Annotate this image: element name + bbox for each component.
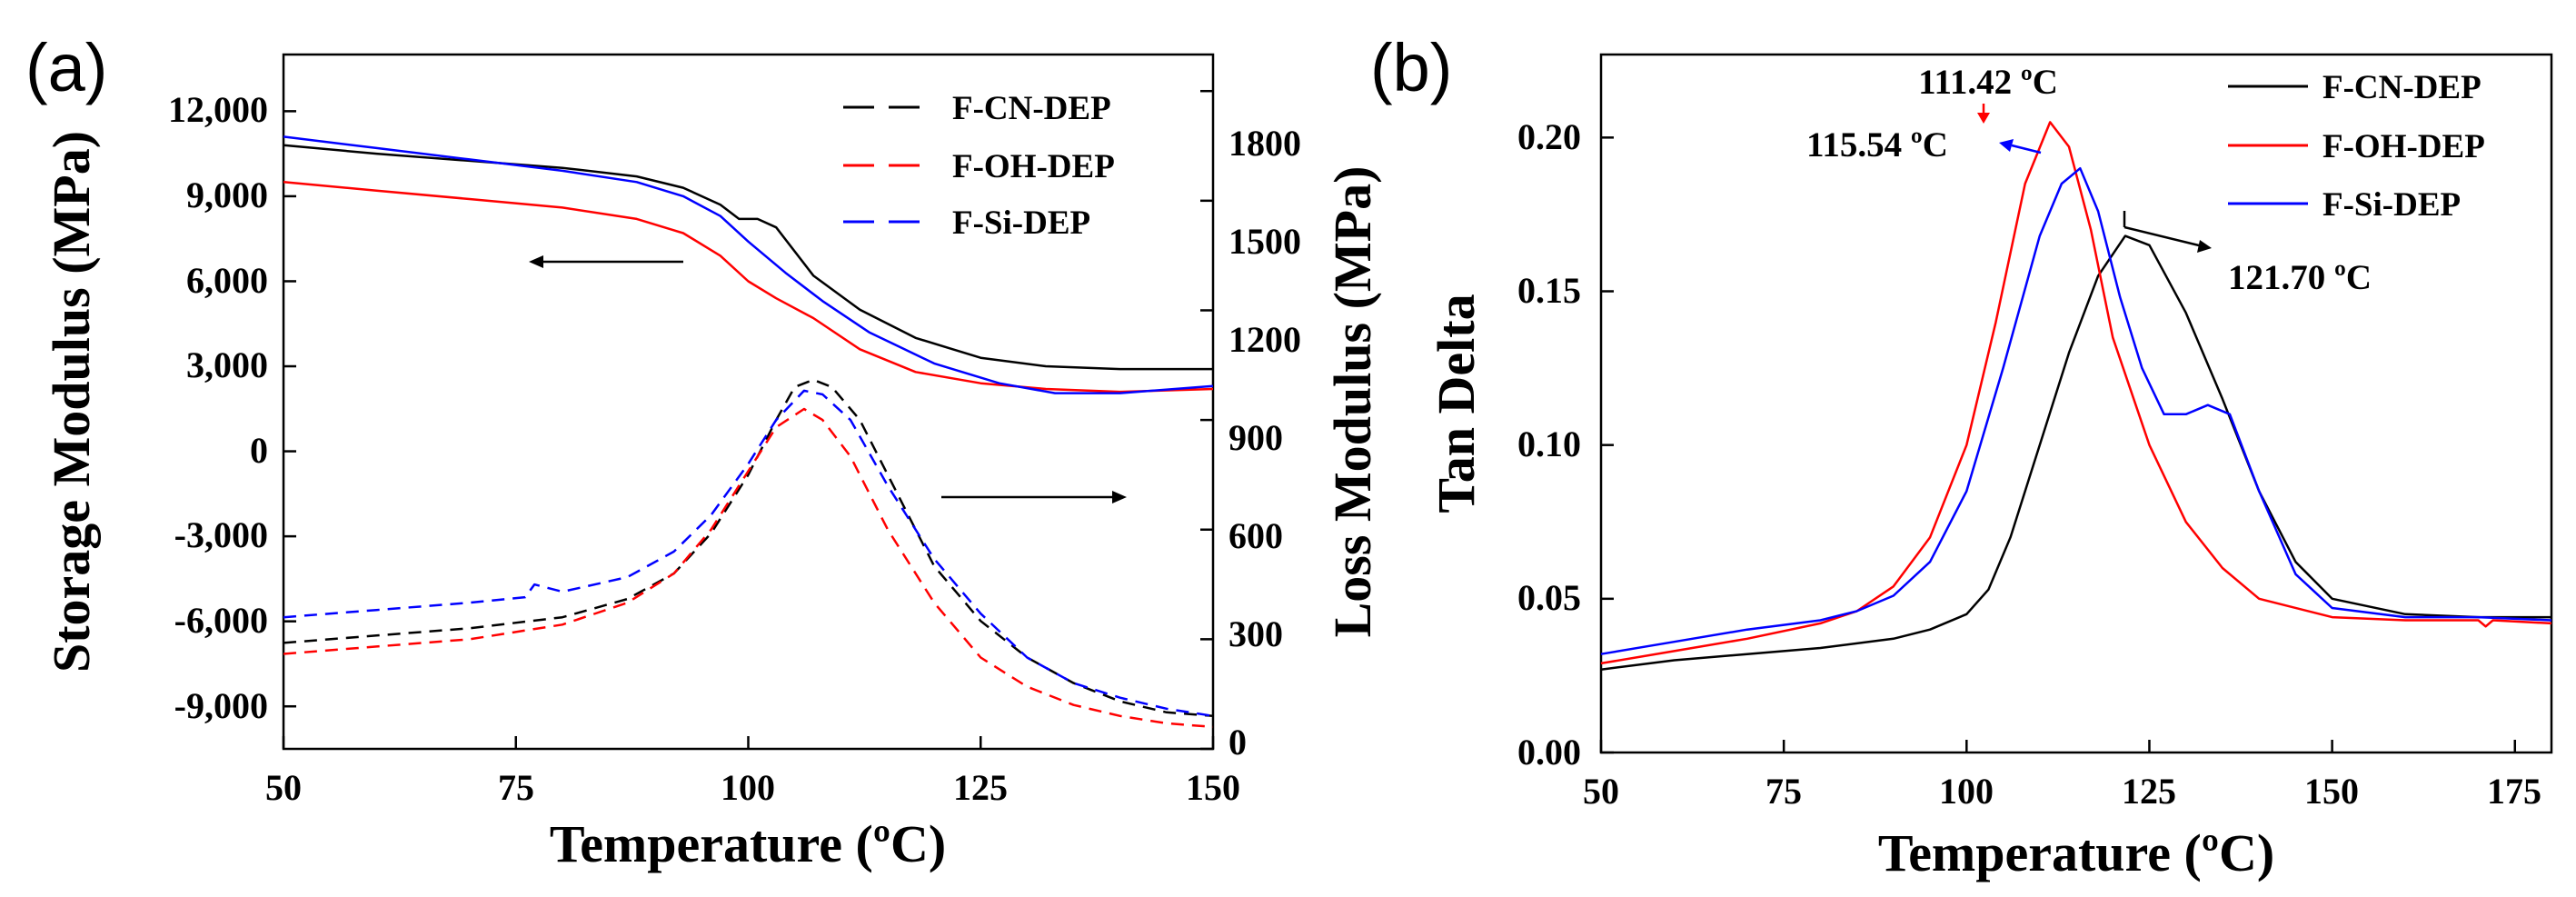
svg-text:F-CN-DEP: F-CN-DEP <box>952 90 1111 127</box>
peak-annotation-si: 115.54 ºC <box>1806 125 1948 164</box>
panel-a-ticks <box>282 89 1215 751</box>
panel-b-series-line-f-si-dep <box>1600 166 2552 655</box>
panel-b-legend-item: F-CN-DEP <box>2228 69 2482 106</box>
panel-b-xtick-label: 150 <box>2304 771 2359 812</box>
panel-a-ytick-label: -6,000 <box>174 600 268 641</box>
panel-a-legend-item: F-OH-DEP <box>843 148 1115 185</box>
panel-b-xlabel: Temperature (ºC) <box>1878 823 2274 882</box>
panel-b-legend: F-CN-DEP F-OH-DEP F-Si-DEP <box>2228 69 2485 224</box>
panel-a-y2tick-label: 900 <box>1228 417 1283 458</box>
panel-a-ylabel: Storage Modulus (MPa) <box>42 131 101 673</box>
peak-annotation-oh: 111.42 ºC <box>1918 63 2058 102</box>
panel-a-series-line-f-si-dep-storage <box>283 135 1214 394</box>
panel-a-ytick-label: 3,000 <box>186 344 268 385</box>
panel-a-series-line-f-oh-dep-loss <box>283 407 1214 729</box>
panel-a-ytick-label: 12,000 <box>168 89 268 130</box>
peak-arrow-si <box>1999 139 2042 154</box>
panel-b-legend-item: F-OH-DEP <box>2228 128 2485 165</box>
panel-a-y2tick-label: 300 <box>1228 613 1283 654</box>
panel-a-ytick-label: -3,000 <box>174 514 268 555</box>
svg-text:F-OH-DEP: F-OH-DEP <box>952 148 1115 185</box>
panel-a-y2tick-label: 0 <box>1228 722 1247 762</box>
panel-b-series <box>1600 121 2552 671</box>
panel-b-ytick-label: 0.05 <box>1517 577 1581 618</box>
panel-a-y2label: Loss Modulus (MPa) <box>1323 166 1382 638</box>
panel-a-series-line-f-cn-dep-loss <box>283 378 1214 718</box>
panel-a-ytick-label: 0 <box>250 430 268 471</box>
panel-a-ytick-label: 6,000 <box>186 260 268 301</box>
panel-a-series-line-f-si-dep-loss <box>283 389 1214 718</box>
peak-arrow-oh <box>1977 104 1990 124</box>
panel-b-xtick-label: 100 <box>1939 771 1994 812</box>
panel-a-xtick-label: 150 <box>1186 767 1240 808</box>
panel-b-xtick-label: 125 <box>2122 771 2176 812</box>
panel-a-xtick-label: 125 <box>953 767 1008 808</box>
panel-a-label: (a) <box>25 30 107 105</box>
panel-b-ytick-label: 0.00 <box>1517 732 1581 772</box>
panel-b: (b) 0.00 0.05 0.10 0.15 0.20 50 75 100 1… <box>1370 30 2553 882</box>
peak-arrow-cn <box>2123 211 2212 253</box>
panel-a-legend-item: F-CN-DEP <box>843 90 1111 127</box>
panel-b-ytick-label: 0.10 <box>1517 424 1581 464</box>
panel-b-xtick-label: 175 <box>2487 771 2541 812</box>
panel-b-ylabel: Tan Delta <box>1427 294 1486 513</box>
panel-a-y2tick-label: 600 <box>1228 515 1283 556</box>
panel-b-xtick-label: 75 <box>1765 771 1802 812</box>
panel-a-legend: F-CN-DEP F-OH-DEP F-Si-DEP <box>843 90 1115 242</box>
panel-a-xtick-label: 100 <box>721 767 775 808</box>
panel-a-xlabel: Temperature (ºC) <box>550 814 946 873</box>
panel-a-y2tick-label: 1200 <box>1228 319 1301 360</box>
panel-a-y2tick-label: 1500 <box>1228 221 1301 262</box>
panel-a-series <box>283 135 1214 729</box>
panel-a-legend-item: F-Si-DEP <box>843 204 1090 242</box>
svg-text:F-Si-DEP: F-Si-DEP <box>952 204 1090 242</box>
panel-b-xtick-label: 50 <box>1583 771 1619 812</box>
panel-b-plot-frame <box>1599 53 2553 754</box>
svg-text:F-CN-DEP: F-CN-DEP <box>2322 69 2482 106</box>
panel-b-label: (b) <box>1370 30 1452 105</box>
panel-a: (a) 12,000 9,000 6,000 3,000 0 -3,000 -6… <box>25 30 1382 873</box>
panel-a-ytick-label: -9,000 <box>174 685 268 726</box>
svg-text:F-OH-DEP: F-OH-DEP <box>2322 128 2485 165</box>
panel-b-ytick-label: 0.15 <box>1517 270 1581 311</box>
panel-a-xtick-label: 75 <box>498 767 534 808</box>
panel-b-series-line-f-cn-dep <box>1600 234 2551 671</box>
panel-a-right-axis-arrow <box>941 491 1127 503</box>
panel-b-ytick-label: 0.20 <box>1517 116 1581 157</box>
panel-b-ticks <box>1599 136 2517 754</box>
panel-a-y2tick-label: 1800 <box>1228 123 1301 164</box>
panel-b-legend-item: F-Si-DEP <box>2228 186 2461 224</box>
svg-text:F-Si-DEP: F-Si-DEP <box>2322 186 2461 224</box>
panel-a-left-axis-arrow <box>529 255 683 268</box>
panel-a-series-line-f-cn-dep-storage <box>283 144 1213 371</box>
peak-annotation-cn: 121.70 ºC <box>2228 258 2372 297</box>
panel-a-ytick-label: 9,000 <box>186 174 268 215</box>
panel-a-xtick-label: 50 <box>265 767 302 808</box>
